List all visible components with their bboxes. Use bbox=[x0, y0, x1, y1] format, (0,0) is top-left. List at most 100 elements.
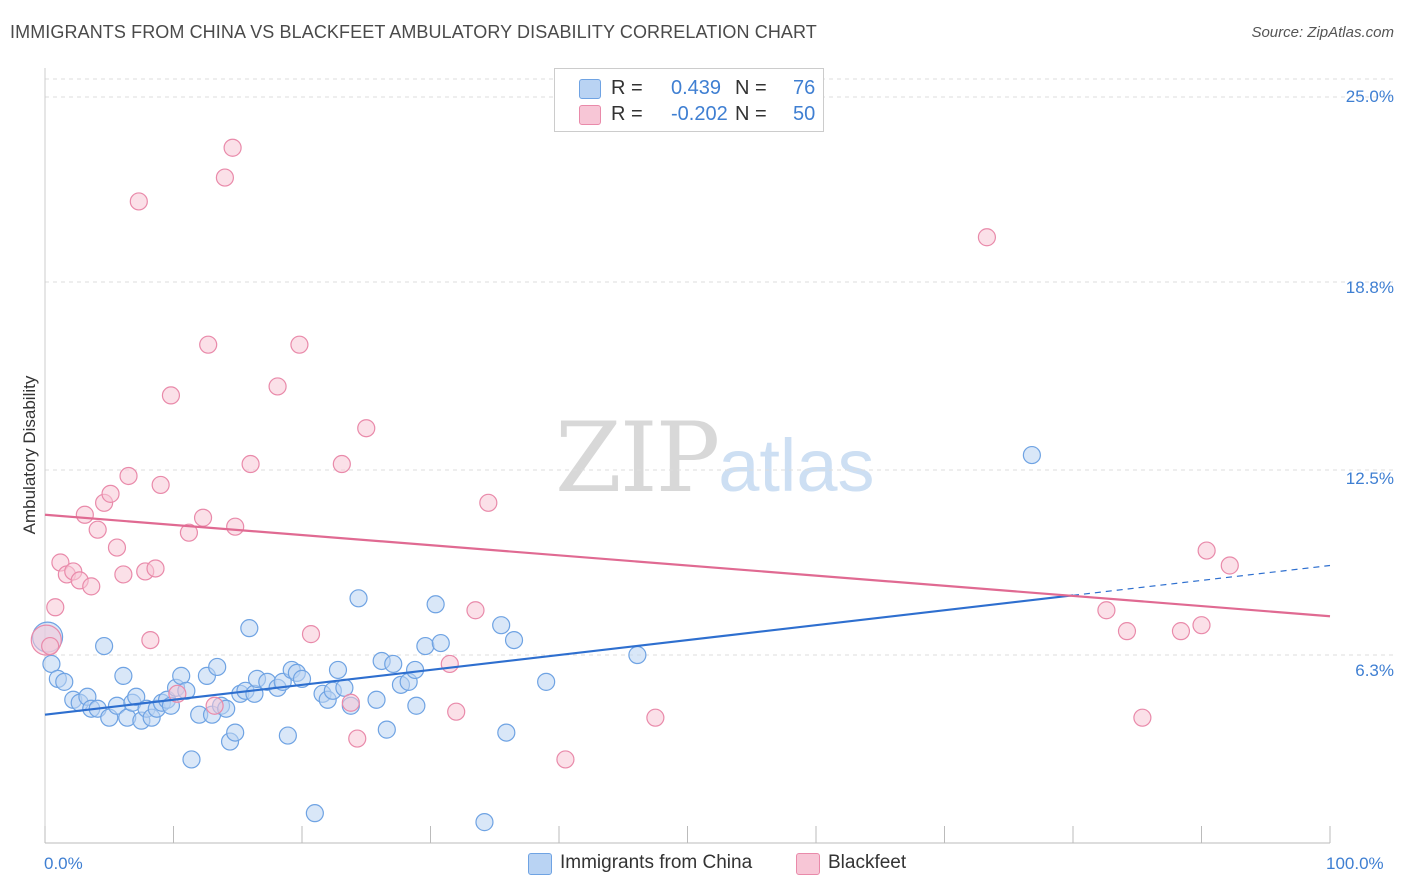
data-point-china bbox=[226, 723, 245, 742]
data-point-china bbox=[377, 720, 396, 739]
data-point-blackfeet bbox=[440, 654, 459, 674]
data-point-blackfeet bbox=[226, 517, 245, 536]
source-label: Source: ZipAtlas.com bbox=[1251, 24, 1394, 41]
watermark: ZIPatlas bbox=[555, 402, 875, 514]
data-point-china bbox=[55, 672, 74, 691]
data-point-blackfeet bbox=[82, 577, 101, 596]
data-point-blackfeet bbox=[141, 630, 160, 650]
data-point-blackfeet bbox=[290, 335, 309, 354]
data-point-blackfeet bbox=[107, 538, 127, 557]
n-value: 76 bbox=[793, 77, 816, 99]
correlation-legend: R = 0.439 N = 76 R = -0.202 N = 50 bbox=[554, 68, 824, 132]
data-point-china bbox=[305, 804, 324, 823]
data-point-blackfeet bbox=[556, 750, 575, 769]
chart-title: IMMIGRANTS FROM CHINA VS BLACKFEET AMBUL… bbox=[10, 22, 817, 42]
data-point-china bbox=[504, 630, 524, 650]
r-value: -0.202 bbox=[671, 103, 728, 125]
data-point-china bbox=[537, 672, 556, 691]
legend-swatch-pink bbox=[796, 853, 820, 875]
legend-label: Immigrants from China bbox=[560, 852, 753, 873]
data-point-blackfeet bbox=[151, 475, 170, 495]
data-point-blackfeet bbox=[1220, 556, 1239, 575]
n-label: N = bbox=[735, 77, 767, 99]
data-point-blackfeet bbox=[241, 454, 260, 474]
data-point-blackfeet bbox=[479, 493, 498, 512]
watermark-atlas: atlas bbox=[718, 424, 875, 507]
data-point-china bbox=[278, 726, 297, 745]
n-label: N = bbox=[735, 103, 767, 125]
y-tick-label: 6.3% bbox=[1355, 661, 1394, 680]
data-point-blackfeet bbox=[357, 419, 376, 438]
data-point-blackfeet bbox=[215, 168, 234, 187]
y-axis-label: Ambulatory Disability bbox=[20, 375, 39, 535]
data-point-blackfeet bbox=[129, 192, 148, 211]
data-point-blackfeet bbox=[46, 598, 65, 617]
data-point-blackfeet bbox=[223, 138, 242, 157]
data-point-china bbox=[497, 723, 516, 742]
data-point-blackfeet bbox=[41, 636, 60, 656]
data-point-blackfeet bbox=[199, 335, 218, 354]
data-point-china bbox=[208, 657, 227, 677]
data-point-china bbox=[384, 654, 403, 674]
data-point-blackfeet bbox=[341, 693, 360, 712]
data-point-china bbox=[1022, 445, 1041, 465]
trend-line-blackfeet bbox=[44, 513, 1331, 618]
watermark-zip: ZIP bbox=[555, 402, 720, 514]
data-point-china bbox=[292, 669, 312, 688]
data-point-china bbox=[240, 619, 259, 638]
y-tick-label: 25.0% bbox=[1345, 87, 1394, 106]
data-point-blackfeet bbox=[88, 520, 107, 539]
data-point-blackfeet bbox=[332, 454, 351, 474]
x-tick-label: 0.0% bbox=[44, 854, 83, 873]
data-point-blackfeet bbox=[348, 729, 367, 748]
data-point-blackfeet bbox=[146, 559, 165, 578]
data-point-china bbox=[416, 636, 435, 656]
data-point-blackfeet bbox=[179, 523, 199, 542]
data-point-blackfeet bbox=[161, 386, 181, 405]
data-point-china bbox=[475, 813, 494, 832]
data-point-blackfeet bbox=[646, 708, 665, 727]
data-point-china bbox=[628, 645, 647, 665]
data-point-blackfeet bbox=[193, 508, 213, 527]
trend-line-extension-china bbox=[1072, 564, 1331, 596]
trend-line-china bbox=[44, 594, 1074, 716]
y-tick-label: 12.5% bbox=[1345, 469, 1394, 488]
data-point-blackfeet bbox=[466, 601, 485, 620]
legend-swatch-blue bbox=[579, 79, 601, 99]
data-point-blackfeet bbox=[205, 696, 224, 715]
legend-swatch-blue bbox=[528, 853, 552, 875]
legend-label: Blackfeet bbox=[828, 852, 907, 873]
data-point-china bbox=[407, 696, 426, 715]
data-point-china bbox=[367, 690, 386, 709]
data-point-china bbox=[328, 660, 348, 680]
data-point-blackfeet bbox=[1197, 541, 1216, 560]
data-point-china bbox=[114, 666, 133, 685]
data-point-blackfeet bbox=[114, 565, 133, 584]
data-point-blackfeet bbox=[1133, 708, 1152, 727]
data-point-blackfeet bbox=[268, 377, 287, 396]
data-point-china bbox=[349, 589, 368, 608]
data-point-blackfeet bbox=[301, 625, 321, 644]
data-point-china bbox=[431, 633, 450, 653]
data-point-blackfeet bbox=[977, 228, 997, 247]
data-point-china bbox=[245, 684, 264, 703]
r-value: 0.439 bbox=[671, 77, 722, 99]
data-point-china bbox=[95, 636, 114, 656]
legend-swatch-pink bbox=[579, 105, 601, 125]
data-point-blackfeet bbox=[1171, 622, 1191, 641]
data-point-china bbox=[492, 616, 511, 635]
data-point-china bbox=[426, 595, 445, 614]
data-point-blackfeet bbox=[1117, 622, 1137, 641]
r-label: R = bbox=[611, 77, 643, 99]
y-tick-label: 18.8% bbox=[1345, 278, 1394, 297]
data-point-china bbox=[182, 750, 201, 769]
n-value: 50 bbox=[793, 103, 816, 125]
data-point-blackfeet bbox=[119, 466, 138, 486]
r-label: R = bbox=[611, 103, 643, 125]
data-point-blackfeet bbox=[1097, 601, 1116, 620]
x-tick-label: 100.0% bbox=[1326, 854, 1384, 873]
data-point-china bbox=[127, 687, 146, 706]
data-point-blackfeet bbox=[101, 484, 120, 503]
data-point-blackfeet bbox=[447, 702, 466, 721]
